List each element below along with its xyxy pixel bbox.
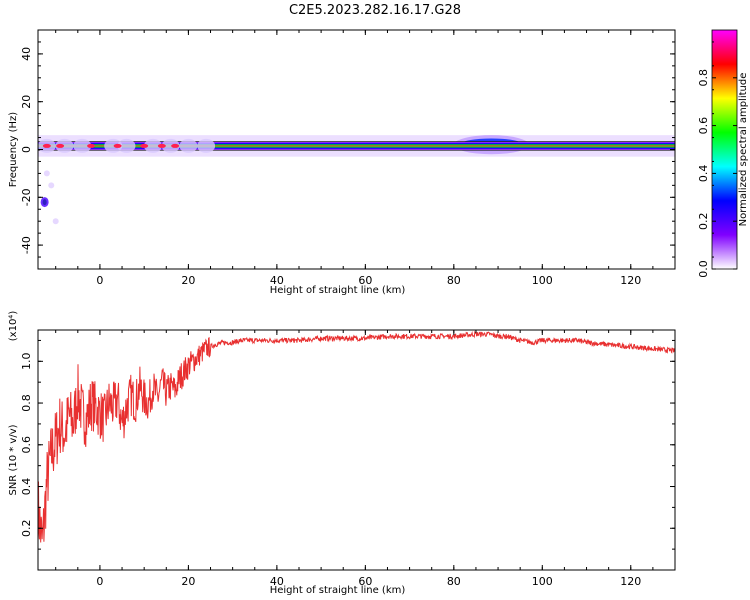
snr-frame <box>37 329 676 571</box>
outlier-core <box>42 199 47 206</box>
snr-xtick-label: 0 <box>96 575 103 588</box>
band-blob <box>55 138 74 153</box>
main-band <box>38 141 675 151</box>
spectrogram-panel <box>38 135 675 225</box>
snr-ytick-label: 1.0 <box>20 353 33 371</box>
colorbar <box>711 29 738 270</box>
spec-xtick-label: 80 <box>447 274 461 287</box>
spec-ytick-label: 0 <box>20 146 33 153</box>
band-blob <box>161 138 180 153</box>
snr-xtick-label: 20 <box>181 575 195 588</box>
spec-ytick-label: -40 <box>20 236 33 254</box>
snr-ytick-label: 0.8 <box>20 394 33 412</box>
snr-xtick-label: 40 <box>270 575 284 588</box>
snr-line <box>38 330 675 543</box>
faint-speckle <box>43 170 50 177</box>
snr-xtick-label: 60 <box>358 575 372 588</box>
spec-ytick-label: 40 <box>20 47 33 61</box>
spec-xtick-label: 20 <box>181 274 195 287</box>
snr-ytick-label: 0.6 <box>20 436 33 454</box>
snr-xlabel: Height of straight line (km) <box>270 585 406 596</box>
band-peak <box>157 143 166 148</box>
snr-panel <box>38 330 675 543</box>
colorbar-tick-label: 0.4 <box>697 165 710 183</box>
band-peak <box>171 143 180 148</box>
band-blob <box>117 138 136 153</box>
spec-xtick-label: 0 <box>96 274 103 287</box>
band-blob <box>73 138 92 153</box>
faint-speckle <box>48 182 55 189</box>
faint-speckle <box>52 218 59 225</box>
band-peak <box>140 143 149 148</box>
spec-xlabel: Height of straight line (km) <box>270 285 406 296</box>
band-peak <box>87 143 96 148</box>
spec-ylabel: Frequency (Hz) <box>8 112 19 188</box>
snr-ylabel: SNR (10 * v/v) <box>8 424 19 495</box>
snr-ytick-label: 0.4 <box>20 478 33 496</box>
snr-xtick-label: 100 <box>532 575 553 588</box>
snr-xtick-label: 80 <box>447 575 461 588</box>
figure-title: C2E5.2023.282.16.17.G28 <box>289 3 461 18</box>
colorbar-tick-label: 0.6 <box>697 117 710 135</box>
spec-xtick-label: 40 <box>270 274 284 287</box>
colorbar-label: Normalized spectral amplitude <box>738 73 749 227</box>
snr-exponent-label: (x10⁴) <box>8 311 19 342</box>
spec-xtick-label: 100 <box>532 274 553 287</box>
spec-ytick-label: 20 <box>20 95 33 109</box>
band-blob <box>104 138 123 153</box>
colorbar-tick-label: 0.8 <box>697 69 710 87</box>
band-blob <box>179 138 198 153</box>
spec-xtick-label: 120 <box>620 274 641 287</box>
colorbar-tick-label: 0.2 <box>697 212 710 230</box>
band-peak <box>56 143 65 148</box>
band-peak <box>42 143 51 148</box>
spec-xtick-label: 60 <box>358 274 372 287</box>
snr-ytick-label: 0.2 <box>20 520 33 538</box>
colorbar-tick-label: 0.0 <box>697 260 710 278</box>
spec-ytick-label: -20 <box>20 188 33 206</box>
band-blob <box>197 138 216 153</box>
band-peak <box>113 143 122 148</box>
snr-xtick-label: 120 <box>620 575 641 588</box>
band-blob <box>144 138 163 153</box>
